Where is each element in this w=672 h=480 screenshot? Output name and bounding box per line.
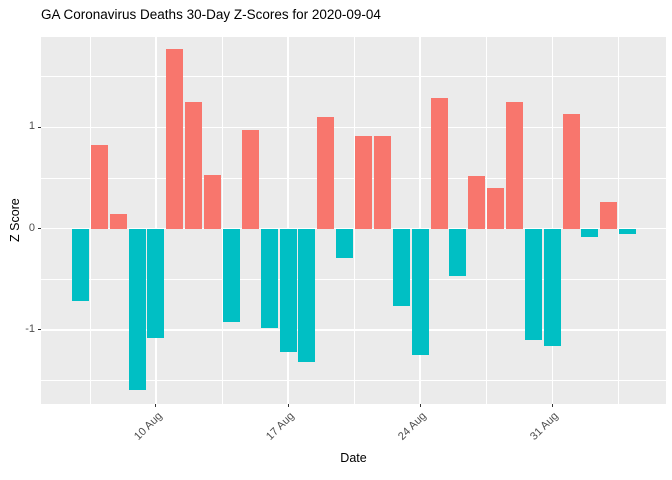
- bar-2020-08-21: [355, 136, 373, 229]
- bar-2020-08-12: [185, 101, 203, 229]
- gridline-minor-h: [41, 380, 666, 382]
- bar-2020-08-24: [411, 228, 429, 356]
- bar-2020-08-11: [166, 49, 184, 229]
- gridline-minor-h: [41, 76, 666, 77]
- bar-2020-08-17: [279, 228, 297, 353]
- gridline-major-v: [551, 37, 553, 404]
- bar-2020-08-27: [468, 175, 486, 229]
- bar-2020-08-14: [222, 228, 240, 322]
- bar-2020-08-22: [373, 136, 391, 229]
- gridline-minor-v: [221, 37, 223, 404]
- gridline-major-v: [155, 37, 157, 404]
- gridline-minor-v: [89, 37, 91, 404]
- bar-2020-09-01: [562, 114, 580, 229]
- y-tick-label: 0: [28, 221, 35, 234]
- y-tick-mark: [38, 228, 41, 230]
- bar-2020-08-07: [90, 145, 108, 229]
- x-tick-label: 17 Aug: [263, 410, 297, 443]
- bar-2020-08-28: [487, 188, 505, 229]
- bar-2020-08-10: [147, 228, 165, 339]
- bar-2020-08-15: [241, 130, 259, 229]
- gridline-minor-v: [485, 37, 487, 404]
- bar-2020-08-30: [524, 228, 542, 341]
- bar-2020-08-19: [317, 117, 335, 229]
- chart-title: GA Coronavirus Deaths 30-Day Z-Scores fo…: [41, 7, 381, 22]
- x-tick-label: 31 Aug: [528, 410, 561, 443]
- gridline-minor-h: [41, 177, 666, 179]
- x-axis-title: Date: [340, 451, 367, 465]
- gridline-major-h: [41, 126, 666, 128]
- bar-2020-08-13: [204, 174, 222, 229]
- gridline-major-h: [41, 329, 666, 331]
- bar-2020-08-25: [430, 97, 448, 229]
- gridline-minor-v: [617, 37, 619, 404]
- bar-2020-09-03: [600, 202, 618, 229]
- bar-2020-09-02: [581, 228, 599, 237]
- y-tick-label: -1: [25, 322, 35, 335]
- bar-2020-08-31: [543, 228, 561, 347]
- bar-2020-08-08: [109, 214, 127, 229]
- gridline-major-v: [419, 37, 421, 404]
- bar-2020-08-29: [506, 101, 523, 229]
- x-tick-label: 10 Aug: [131, 410, 165, 443]
- gridline-major-h: [41, 227, 666, 230]
- x-tick-mark: [551, 404, 553, 407]
- y-tick-mark: [38, 126, 41, 128]
- bar-2020-08-06: [72, 228, 89, 301]
- bar-2020-08-16: [260, 228, 278, 328]
- x-tick-mark: [287, 404, 289, 407]
- x-tick-mark: [419, 404, 421, 407]
- x-tick-mark: [155, 404, 157, 407]
- gridline-major-v: [287, 37, 289, 404]
- bar-2020-08-20: [336, 228, 354, 258]
- gridline-minor-v: [353, 37, 355, 404]
- plot-panel: [41, 37, 666, 404]
- x-tick-label: 24 Aug: [395, 410, 429, 443]
- y-axis-title: Z Score: [8, 198, 22, 243]
- bar-2020-08-18: [298, 228, 316, 363]
- bar-2020-08-26: [449, 228, 467, 277]
- y-tick-mark: [38, 329, 41, 331]
- bar-2020-08-23: [392, 228, 410, 306]
- bar-2020-09-04: [619, 228, 637, 234]
- y-tick-label: 1: [28, 120, 35, 133]
- gridline-minor-h: [41, 278, 666, 280]
- bar-2020-08-09: [128, 228, 146, 390]
